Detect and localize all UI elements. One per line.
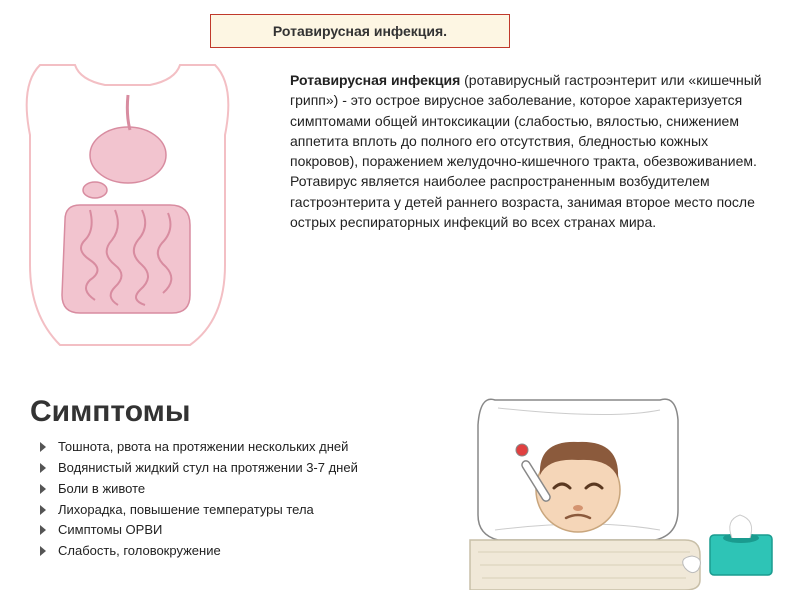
list-item: Лихорадка, повышение температуры тела bbox=[40, 501, 420, 520]
title-box: Ротавирусная инфекция. bbox=[210, 14, 510, 48]
symptoms-list: Тошнота, рвота на протяжении нескольких … bbox=[40, 438, 420, 563]
list-item-text: Слабость, головокружение bbox=[58, 543, 221, 558]
list-item-text: Водянистый жидкий стул на протяжении 3-7… bbox=[58, 460, 358, 475]
symptoms-heading: Симптомы bbox=[30, 395, 190, 429]
list-item: Боли в животе bbox=[40, 480, 420, 499]
sick-child-illustration bbox=[460, 380, 790, 590]
list-item: Слабость, головокружение bbox=[40, 542, 420, 561]
definition-body: (ротавирусный гастроэнтерит или «кишечны… bbox=[290, 72, 762, 230]
definition-paragraph: Ротавирусная инфекция (ротавирусный гаст… bbox=[290, 70, 780, 232]
definition-term: Ротавирусная инфекция bbox=[290, 72, 460, 88]
digestive-system-illustration bbox=[0, 55, 260, 355]
list-item: Симптомы ОРВИ bbox=[40, 521, 420, 540]
title-text: Ротавирусная инфекция. bbox=[273, 23, 447, 39]
list-item-text: Лихорадка, повышение температуры тела bbox=[58, 502, 314, 517]
list-item: Тошнота, рвота на протяжении нескольких … bbox=[40, 438, 420, 457]
list-item-text: Симптомы ОРВИ bbox=[58, 522, 162, 537]
list-item-text: Боли в животе bbox=[58, 481, 145, 496]
list-item-text: Тошнота, рвота на протяжении нескольких … bbox=[58, 439, 348, 454]
list-item: Водянистый жидкий стул на протяжении 3-7… bbox=[40, 459, 420, 478]
